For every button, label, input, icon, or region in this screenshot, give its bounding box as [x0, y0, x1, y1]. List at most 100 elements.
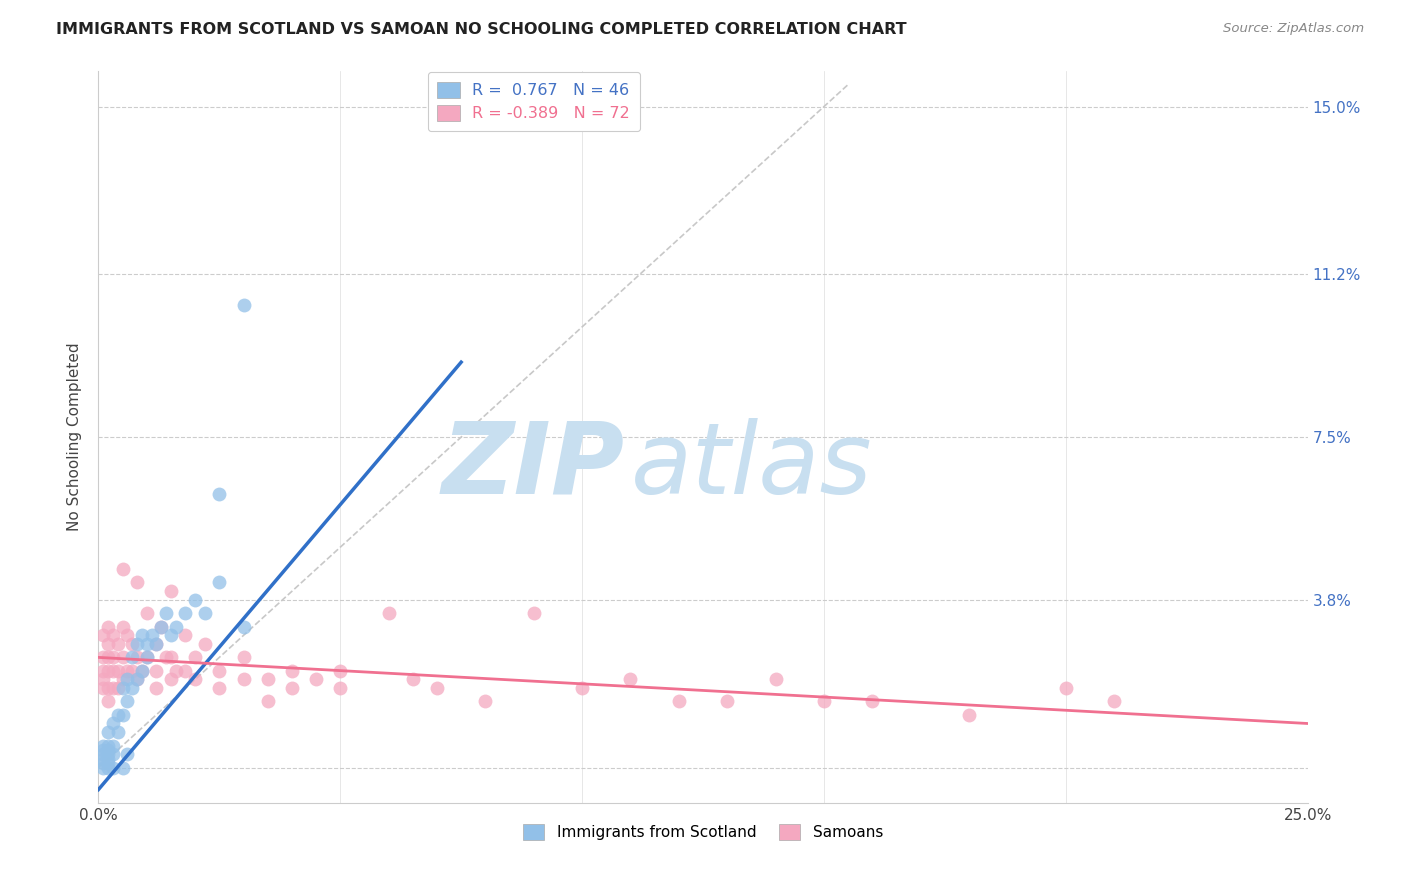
Point [571, 681, 593, 696]
Point [668, 694, 690, 708]
Point [91, 739, 114, 753]
Point [1054, 681, 1077, 696]
Point [145, 637, 167, 651]
Text: IMMIGRANTS FROM SCOTLAND VS SAMOAN NO SCHOOLING COMPLETED CORRELATION CHART: IMMIGRANTS FROM SCOTLAND VS SAMOAN NO SC… [56, 22, 907, 37]
Point [1102, 694, 1125, 708]
Point [91, 747, 114, 762]
Point [160, 628, 183, 642]
Point [91, 756, 114, 771]
Point [135, 650, 157, 665]
Legend: Immigrants from Scotland, Samoans: Immigrants from Scotland, Samoans [517, 818, 889, 847]
Point [174, 664, 197, 678]
Text: ZIP: ZIP [441, 417, 624, 515]
Point [208, 575, 231, 590]
Point [111, 707, 134, 722]
Point [97, 650, 120, 665]
Point [121, 664, 143, 678]
Point [165, 619, 187, 633]
Point [145, 681, 167, 696]
Point [91, 664, 114, 678]
Point [127, 673, 149, 687]
Point [97, 681, 120, 696]
Point [101, 650, 124, 665]
Point [619, 673, 641, 687]
Point [716, 694, 738, 708]
Point [150, 619, 173, 633]
Point [194, 637, 217, 651]
Point [232, 619, 254, 633]
Point [91, 752, 114, 766]
Point [107, 664, 129, 678]
Point [91, 743, 114, 757]
Point [97, 664, 120, 678]
Point [145, 664, 167, 678]
Point [426, 681, 449, 696]
Point [97, 752, 120, 766]
Point [91, 650, 114, 665]
Point [256, 673, 278, 687]
Point [111, 562, 134, 576]
Point [329, 664, 352, 678]
Point [121, 637, 143, 651]
Point [97, 747, 120, 762]
Point [101, 747, 124, 762]
Point [232, 298, 254, 312]
Point [127, 650, 149, 665]
Point [256, 694, 278, 708]
Point [117, 694, 139, 708]
Point [135, 650, 157, 665]
Point [111, 760, 134, 774]
Point [131, 664, 153, 678]
Text: atlas: atlas [630, 417, 872, 515]
Point [91, 673, 114, 687]
Point [117, 628, 139, 642]
Point [135, 607, 157, 621]
Point [101, 664, 124, 678]
Point [97, 694, 120, 708]
Point [208, 664, 231, 678]
Point [101, 681, 124, 696]
Point [111, 681, 134, 696]
Point [107, 707, 129, 722]
Point [305, 673, 328, 687]
Point [155, 607, 177, 621]
Point [184, 673, 207, 687]
Point [101, 716, 124, 731]
Point [101, 760, 124, 774]
Point [523, 607, 546, 621]
Point [107, 725, 129, 739]
Point [127, 673, 149, 687]
Point [111, 650, 134, 665]
Point [117, 664, 139, 678]
Point [111, 619, 134, 633]
Point [208, 487, 231, 501]
Point [97, 756, 120, 771]
Y-axis label: No Schooling Completed: No Schooling Completed [67, 343, 83, 532]
Point [107, 637, 129, 651]
Point [160, 650, 183, 665]
Point [101, 628, 124, 642]
Point [155, 650, 177, 665]
Point [111, 673, 134, 687]
Point [97, 743, 120, 757]
Point [184, 650, 207, 665]
Point [160, 673, 183, 687]
Point [97, 739, 120, 753]
Point [232, 673, 254, 687]
Point [281, 681, 304, 696]
Point [121, 650, 143, 665]
Point [127, 637, 149, 651]
Point [91, 760, 114, 774]
Point [160, 584, 183, 599]
Point [174, 607, 197, 621]
Point [91, 681, 114, 696]
Point [117, 747, 139, 762]
Point [97, 619, 120, 633]
Point [91, 628, 114, 642]
Point [232, 650, 254, 665]
Point [281, 664, 304, 678]
Point [194, 607, 217, 621]
Point [813, 694, 835, 708]
Point [121, 681, 143, 696]
Point [765, 673, 787, 687]
